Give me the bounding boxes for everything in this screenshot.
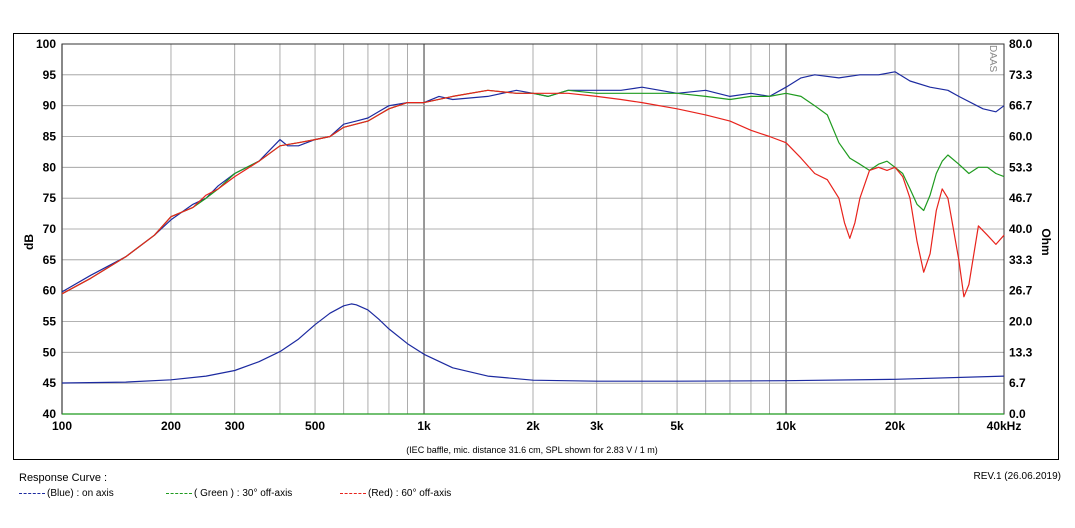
y2-tick-label: 46.7 [1009,191,1033,205]
y-tick-label: 50 [43,345,57,359]
y-tick-label: 65 [43,253,57,267]
y2-tick-label: 20.0 [1009,315,1033,329]
y-axis-label: dB [22,234,36,250]
y2-tick-label: 0.0 [1009,407,1026,421]
y2-tick-label: 66.7 [1009,99,1033,113]
legend-item-blue: (Blue) : on axis [19,488,114,499]
y-tick-label: 40 [43,407,57,421]
chart-ticks: 100 200 300 500 1k 2k 3k 5k 10k 20k 40kHz 40 45 50 55 6… [36,37,1033,433]
y-tick-label: 95 [43,68,57,82]
y-tick-label: 85 [43,130,57,144]
legend-label-blue: (Blue) : on axis [47,488,114,499]
y2-tick-label: 73.3 [1009,68,1033,82]
y2-tick-label: 13.3 [1009,345,1033,359]
x-tick-label: 3k [590,419,604,433]
x-tick-label: 10k [776,419,796,433]
y2-tick-label: 80.0 [1009,37,1033,51]
series-line-impedance [61,303,1005,384]
y-tick-label: 75 [43,191,57,205]
revision-label: REV.1 (26.06.2019) [973,471,1061,482]
x-tick-label: 500 [305,419,325,433]
x-tick-label: 1k [417,419,431,433]
y2-tick-label: 53.3 [1009,160,1033,174]
y-tick-label: 45 [43,376,57,390]
legend-item-green: ( Green ) : 30° off-axis [166,488,292,499]
x-tick-label: 2k [526,419,540,433]
y2-tick-label: 33.3 [1009,253,1033,267]
legend-label-green: ( Green ) : 30° off-axis [194,488,293,499]
y2-tick-label: 26.7 [1009,284,1033,298]
y2-tick-label: 40.0 [1009,222,1033,236]
legend-swatch-blue [19,493,45,494]
y-tick-label: 55 [43,315,57,329]
legend-title: Response Curve : [19,472,108,484]
x-tick-label: 20k [885,419,905,433]
y-tick-label: 100 [36,37,56,51]
legend-item-red: (Red) : 60° off-axis [340,488,451,499]
legend-swatch-red [340,493,366,494]
x-tick-label: 40kHz [987,419,1022,433]
x-tick-label: 5k [670,419,684,433]
y-tick-label: 80 [43,160,57,174]
chart-grid [61,43,1005,415]
measurement-note: (IEC baffle, mic. distance 31.6 cm, SPL … [406,445,658,455]
legend-label-red: (Red) : 60° off-axis [368,488,452,499]
x-tick-label: 100 [52,419,72,433]
y-tick-label: 70 [43,222,57,236]
series-line-red [61,89,1005,298]
chart-curves [61,71,1005,415]
y2-tick-label: 6.7 [1009,376,1026,390]
chart-frame [13,33,1059,460]
y-tick-label: 60 [43,284,57,298]
x-tick-label: 200 [161,419,181,433]
watermark-logo: DAAS [987,45,998,73]
y-tick-label: 90 [43,99,57,113]
y2-axis-label: Ohm [1039,228,1053,255]
legend-swatch-green [166,493,192,494]
y2-tick-label: 60.0 [1009,130,1033,144]
x-tick-label: 300 [225,419,245,433]
